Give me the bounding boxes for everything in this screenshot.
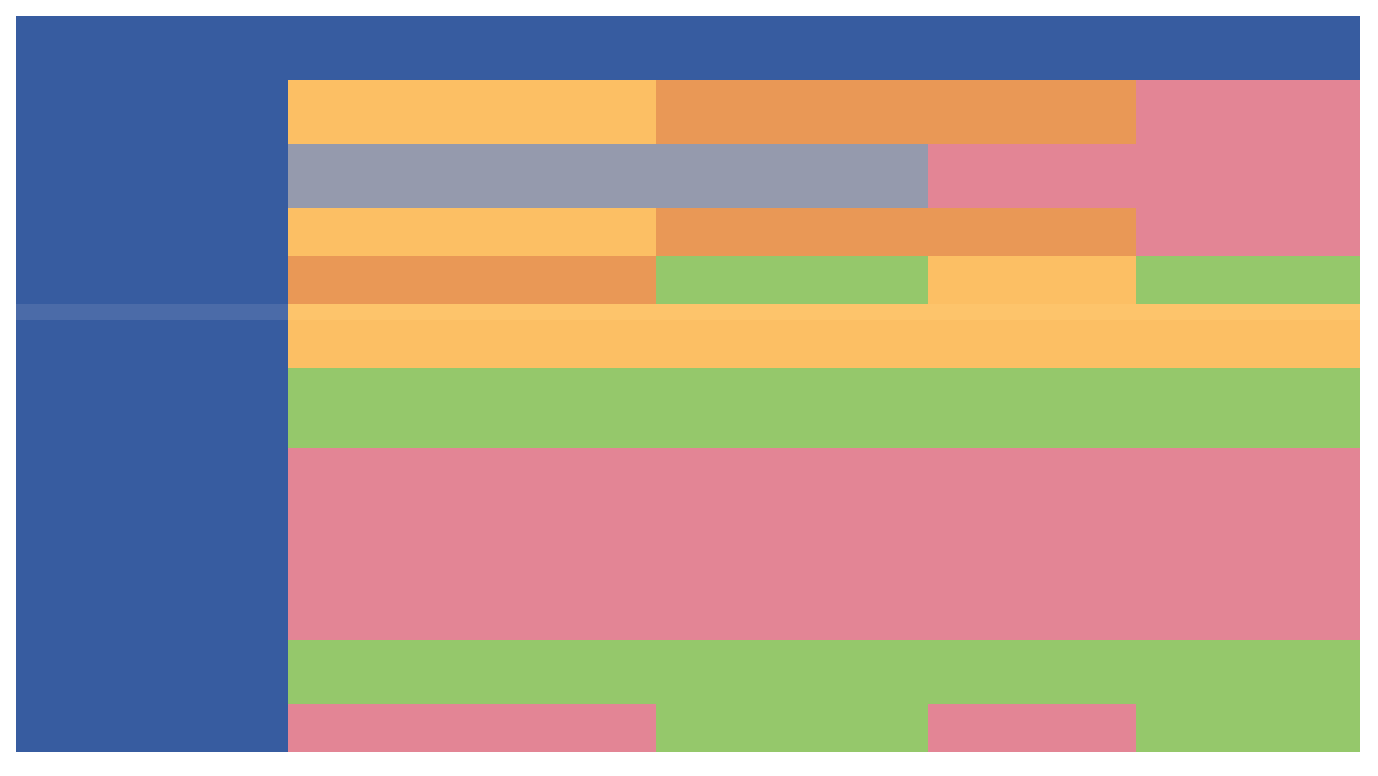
row-3-cell-1 (288, 208, 656, 256)
row-9-label (16, 704, 288, 752)
header-col-1 (288, 16, 656, 80)
row-9-cell-1 (288, 704, 656, 752)
row-4-cell-1 (288, 256, 656, 304)
row-8-cell-1 (288, 640, 1360, 704)
row-3-label (16, 208, 288, 256)
row-6-cell-1 (288, 368, 656, 448)
row-1-cell-2 (656, 80, 1136, 144)
row-5-label (16, 320, 288, 368)
row-9-cell-2 (656, 704, 928, 752)
row-9-cell-4 (1136, 704, 1360, 752)
row-1-cell-3 (1136, 80, 1360, 144)
section-divider-left (16, 304, 288, 320)
row-3-cell-3 (1136, 208, 1360, 256)
row-4-cell-3 (928, 256, 1136, 304)
row-3-cell-2 (656, 208, 1136, 256)
header-corner (16, 16, 288, 80)
header-col-3 (928, 16, 1136, 80)
row-8-label (16, 640, 288, 704)
row-1-cell-1 (288, 80, 656, 144)
row-2-cell-1 (288, 144, 928, 208)
row-2-cell-2 (928, 144, 1360, 208)
row-7-cell-3 (928, 448, 1360, 640)
row-6-label (16, 368, 288, 448)
row-4-label (16, 256, 288, 304)
row-4-cell-2 (656, 256, 928, 304)
row-7-cell-1 (288, 448, 656, 640)
row-2-label (16, 144, 288, 208)
section-divider-right (288, 304, 1360, 320)
row-6-cell-2 (656, 368, 1360, 448)
header-col-4 (1136, 16, 1360, 80)
row-1-label (16, 80, 288, 144)
row-9-cell-3 (928, 704, 1136, 752)
comparison-table (16, 16, 1360, 752)
header-col-2 (656, 16, 928, 80)
row-4-cell-4 (1136, 256, 1360, 304)
row-7-label (16, 448, 288, 640)
row-7-cell-2 (656, 448, 928, 640)
row-5-cell-1 (288, 320, 1360, 368)
